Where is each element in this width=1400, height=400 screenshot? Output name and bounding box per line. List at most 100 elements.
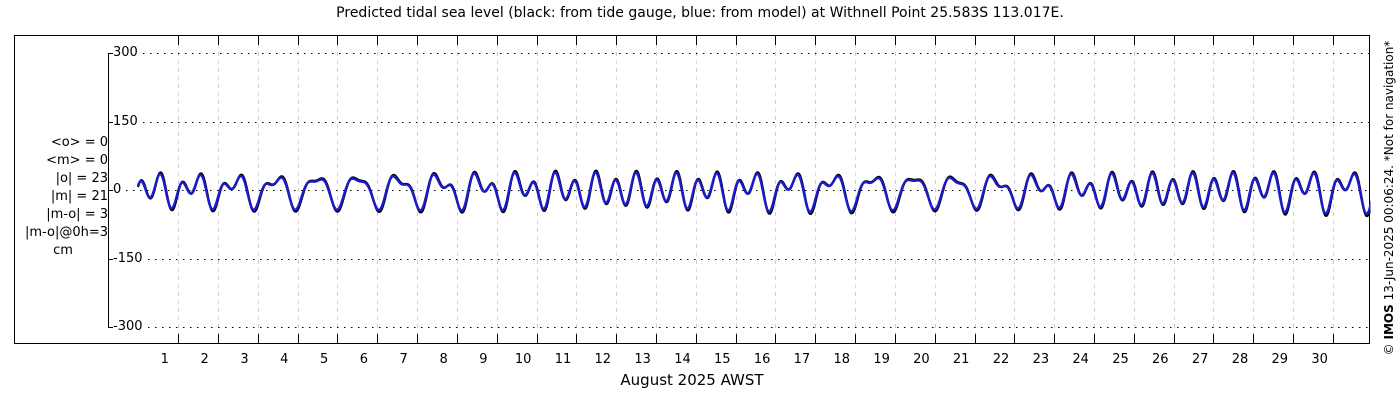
day-gridline <box>894 36 896 343</box>
day-tick-top <box>775 36 777 45</box>
day-tick-top <box>337 36 339 45</box>
day-tick-top <box>1213 36 1215 45</box>
horizontal-dotted-gridline <box>143 53 1370 55</box>
day-tick-bottom <box>974 334 976 343</box>
day-tick-bottom <box>337 334 339 343</box>
day-tick-top <box>894 36 896 45</box>
copyright-watermark: © IMOS 13-Jun-2025 00:06:24. *Not for na… <box>1382 41 1396 356</box>
y-tick <box>107 327 113 328</box>
day-tick-bottom <box>894 334 896 343</box>
day-tick-top <box>735 36 737 45</box>
plot-frame <box>14 35 1370 344</box>
day-tick-top <box>1293 36 1295 45</box>
day-tick-bottom <box>1133 334 1135 343</box>
day-tick-bottom <box>1332 334 1334 343</box>
day-tick-bottom <box>616 334 618 343</box>
horizontal-dotted-gridline <box>126 190 1370 192</box>
watermark-text: 13-Jun-2025 00:06:24. *Not for navigatio… <box>1382 40 1396 305</box>
day-label: 2 <box>200 352 209 367</box>
day-gridline <box>297 36 299 343</box>
y-tick <box>107 121 113 123</box>
day-tick-bottom <box>1014 334 1016 343</box>
day-tick-bottom <box>496 334 498 343</box>
day-gridline <box>496 36 498 343</box>
day-label: 21 <box>952 352 970 367</box>
y-tick-label: -150 <box>113 250 143 266</box>
stat-abs-diff-0h: |m-o|@0h=3 <box>25 225 108 240</box>
day-gridline <box>456 36 458 343</box>
day-tick-bottom <box>775 334 777 343</box>
horizontal-dotted-gridline <box>143 121 1370 123</box>
day-gridline <box>417 36 418 343</box>
day-tick-top <box>1332 36 1334 45</box>
day-label: 7 <box>399 352 408 367</box>
day-label: 12 <box>594 352 612 367</box>
stat-abs-diff: |m-o| = 3 <box>46 207 108 222</box>
day-gridline <box>1173 36 1175 343</box>
day-gridline <box>855 36 857 343</box>
day-tick-bottom <box>257 334 259 343</box>
day-gridline <box>934 36 936 343</box>
day-tick-top <box>297 36 299 45</box>
day-tick-bottom <box>536 334 538 343</box>
day-gridline <box>656 36 657 343</box>
day-tick-bottom <box>855 334 857 343</box>
day-label: 16 <box>753 352 771 367</box>
day-tick-top <box>695 36 697 45</box>
day-tick-top <box>1133 36 1135 45</box>
day-tick-top <box>576 36 578 45</box>
y-tick <box>107 190 113 192</box>
day-tick-top <box>496 36 498 45</box>
day-tick-bottom <box>1094 334 1095 343</box>
stat-abs-model: |m| = 21 <box>50 189 108 204</box>
day-gridline <box>695 36 697 343</box>
day-tick-bottom <box>297 334 299 343</box>
day-tick-bottom <box>1253 334 1255 343</box>
y-tick-label: 0 <box>113 182 122 198</box>
day-tick-top <box>1094 36 1095 45</box>
model-curve <box>137 171 1371 216</box>
day-tick-bottom <box>217 334 219 343</box>
day-tick-bottom <box>1054 334 1056 343</box>
day-gridline <box>1253 36 1255 343</box>
y-tick-label: -300 <box>113 319 143 334</box>
day-tick-bottom <box>735 334 737 343</box>
day-tick-bottom <box>656 334 657 343</box>
day-tick-top <box>1054 36 1056 45</box>
day-label: 15 <box>714 352 731 367</box>
copyright-symbol: © <box>1382 339 1396 356</box>
y-tick-label: 150 <box>113 113 138 129</box>
day-label: 14 <box>674 352 691 367</box>
stat-mean-model: <m> = 0 <box>46 153 108 168</box>
day-gridline <box>1213 36 1215 343</box>
day-label: 22 <box>992 352 1010 367</box>
day-tick-bottom <box>1293 334 1295 343</box>
day-label: 11 <box>554 352 572 367</box>
day-tick-bottom <box>695 334 697 343</box>
day-tick-bottom <box>377 334 379 343</box>
day-tick-bottom <box>815 334 817 343</box>
horizontal-dotted-gridline <box>148 327 1370 328</box>
day-label: 20 <box>913 352 930 367</box>
day-tick-top <box>417 36 418 45</box>
day-tick-top <box>616 36 618 45</box>
day-tick-top <box>934 36 936 45</box>
day-label: 6 <box>359 352 369 367</box>
y-tick <box>107 258 113 260</box>
y-tick <box>107 53 113 55</box>
day-tick-top <box>855 36 857 45</box>
imos-org-name: IMOS <box>1382 304 1396 340</box>
day-tick-bottom <box>417 334 418 343</box>
day-label: 5 <box>319 352 329 367</box>
day-tick-bottom <box>178 334 180 343</box>
day-gridline <box>616 36 618 343</box>
day-gridline <box>1293 36 1295 343</box>
day-label: 8 <box>439 352 448 367</box>
day-tick-top <box>656 36 657 45</box>
day-label: 23 <box>1032 352 1050 367</box>
day-gridline <box>815 36 817 343</box>
day-tick-bottom <box>934 334 936 343</box>
day-tick-top <box>217 36 219 45</box>
